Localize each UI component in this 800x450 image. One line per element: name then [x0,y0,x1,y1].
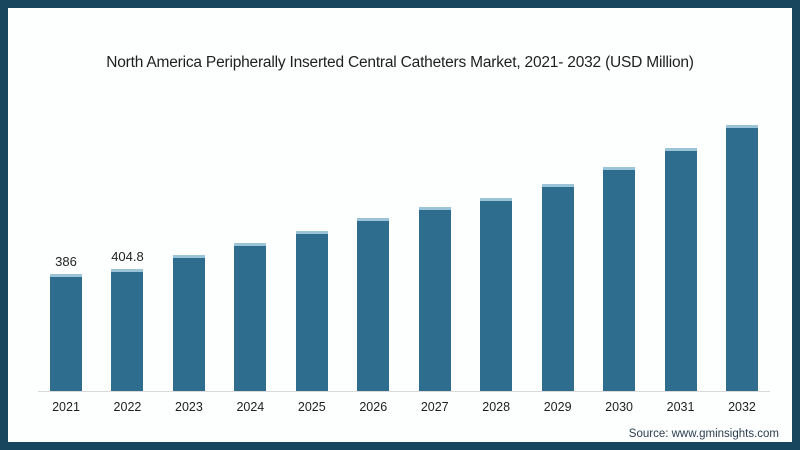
x-axis-tick-labels: 2021 2022 2023 2024 2025 2026 2027 2028 2029 2030… [38,400,770,414]
x-axis-tick-label-2029: 2029 [543,400,572,414]
bar-group-2027 [418,207,451,391]
bar-value-label-2021: 386 [55,254,77,269]
bar-2028 [480,198,513,391]
x-axis-tick-label-2024: 2024 [236,400,265,414]
x-axis-tick-label-2022: 2022 [113,400,142,414]
bar-group-2021: 386 [50,254,82,391]
x-axis-tick-label-2021: 2021 [52,400,80,414]
x-axis-tick-label-2030: 2030 [605,400,633,414]
bar-2026 [357,218,390,391]
plot-area: 386 404.8 [38,108,770,391]
bar-2031 [664,148,697,391]
x-axis-tick-label-2023: 2023 [175,400,203,414]
bar-2024 [234,243,267,391]
x-axis-tick-label-2025: 2025 [297,400,326,414]
bar-value-label-2022: 404.8 [111,249,144,264]
bar-2032 [725,125,758,391]
x-axis-tick-label-2026: 2026 [359,400,388,414]
bar-group-2031 [664,148,697,391]
bar-group-2023 [172,255,205,391]
x-axis-tick-label-2028: 2028 [482,400,511,414]
x-axis-tick-label-2027: 2027 [420,400,449,414]
x-axis-tick-label-2031: 2031 [666,400,695,414]
bar-group-2022: 404.8 [111,249,144,391]
bar-2027 [418,207,451,391]
bar-group-2026 [357,218,390,391]
bar-2022 [111,269,144,391]
bar-group-2024 [234,243,267,391]
bar-2023 [172,255,205,391]
bar-2030 [603,167,636,391]
x-axis-line [38,391,770,392]
bar-group-2028 [480,198,513,391]
bar-2025 [295,231,328,391]
bar-group-2029 [541,184,574,391]
bar-group-2032 [725,125,758,391]
bar-group-2025 [295,231,328,391]
bar-group-2030 [603,167,636,391]
bar-2029 [541,184,574,391]
x-axis-tick-label-2032: 2032 [728,400,756,414]
source-attribution: Source: www.gminsights.com [628,428,779,440]
chart-title: North America Peripherally Inserted Cent… [106,54,694,71]
bar-2021 [50,274,82,391]
